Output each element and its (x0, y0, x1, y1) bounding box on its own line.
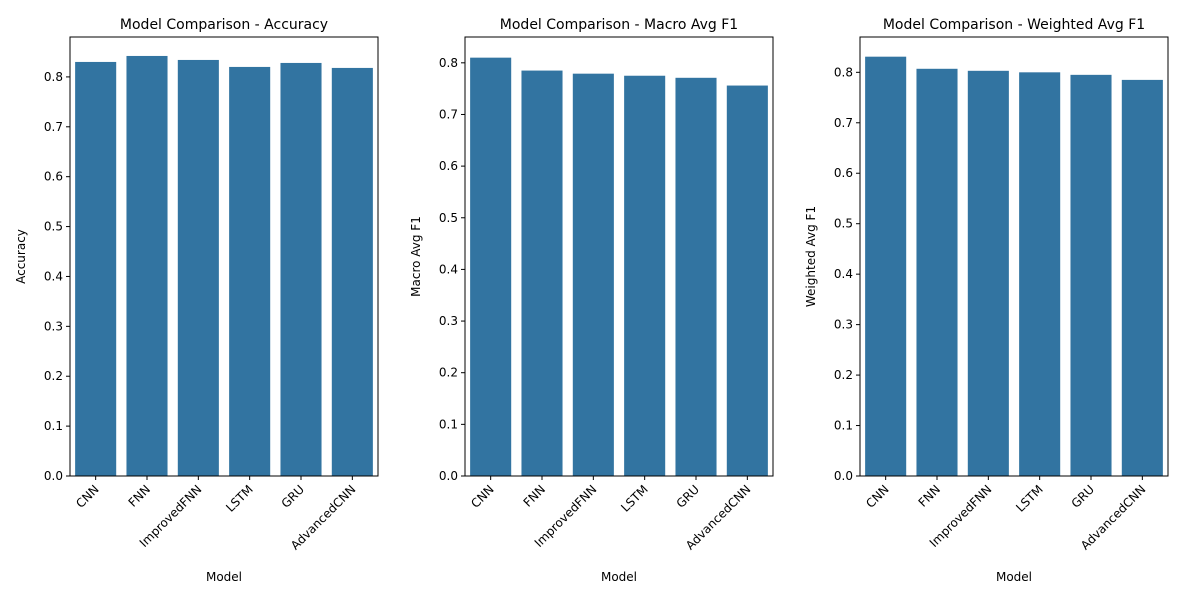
y-tick-label: 0.4 (834, 267, 853, 281)
y-tick-label: 0.0 (439, 469, 458, 483)
bar-improvedfnn (572, 73, 614, 477)
bar-gru (1070, 74, 1112, 477)
bar-gru (280, 62, 322, 476)
plot-frame (69, 36, 379, 477)
plot-frame (464, 36, 774, 477)
x-tick-label: GRU (279, 482, 308, 511)
y-tick-label: 0.6 (439, 159, 458, 173)
bar-advancedcnn (726, 85, 768, 477)
y-tick-label: 0.5 (439, 211, 458, 225)
x-tick-label: GRU (1069, 482, 1098, 511)
y-tick-label: 0.3 (439, 314, 458, 328)
y-tick-label: 0.8 (439, 56, 458, 70)
x-tick-label: FNN (916, 482, 943, 509)
bar-gru (675, 77, 717, 476)
bar-improvedfnn (967, 70, 1009, 476)
y-tick-label: 0.8 (44, 70, 63, 84)
bar-lstm (229, 66, 271, 476)
x-tick-label: FNN (521, 482, 548, 509)
y-tick-label: 0.7 (439, 107, 458, 121)
y-tick-label: 0.6 (834, 166, 853, 180)
x-tick-label: CNN (863, 482, 892, 511)
bar-lstm (1019, 72, 1061, 476)
plot-frame (859, 36, 1169, 477)
bar-lstm (624, 75, 666, 476)
y-tick-label: 0.2 (44, 369, 63, 383)
x-tick-label: LSTM (1013, 482, 1046, 515)
bar-improvedfnn (177, 59, 219, 477)
x-tick-label: GRU (674, 482, 703, 511)
y-axis-label: Accuracy (14, 229, 28, 284)
bar-advancedcnn (331, 67, 373, 477)
bar-cnn (865, 56, 907, 476)
bar-cnn (470, 57, 512, 477)
y-tick-label: 0.4 (439, 262, 458, 276)
x-tick-label: FNN (126, 482, 153, 509)
x-axis-label: Model (996, 570, 1032, 584)
x-tick-label: CNN (73, 482, 102, 511)
y-tick-label: 0.0 (44, 469, 63, 483)
y-tick-label: 0.2 (834, 368, 853, 382)
x-tick-label: CNN (468, 482, 497, 511)
x-axis-label: Model (206, 570, 242, 584)
bar-fnn (916, 68, 958, 476)
y-tick-label: 0.5 (834, 217, 853, 231)
y-tick-label: 0.1 (834, 419, 853, 433)
y-tick-label: 0.6 (44, 170, 63, 184)
x-tick-label: LSTM (618, 482, 651, 515)
y-tick-label: 0.0 (834, 469, 853, 483)
y-tick-label: 0.2 (439, 366, 458, 380)
y-tick-label: 0.8 (834, 65, 853, 79)
bar-cnn (75, 61, 117, 477)
y-tick-label: 0.1 (44, 419, 63, 433)
y-tick-label: 0.7 (44, 120, 63, 134)
y-tick-label: 0.3 (834, 318, 853, 332)
y-axis-label: Weighted Avg F1 (804, 206, 818, 307)
chart-title: Model Comparison - Weighted Avg F1 (883, 17, 1145, 33)
y-tick-label: 0.3 (44, 319, 63, 333)
chart-title: Model Comparison - Macro Avg F1 (500, 17, 738, 33)
bar-fnn (521, 70, 563, 476)
x-axis-label: Model (601, 570, 637, 584)
y-tick-label: 0.4 (44, 269, 63, 283)
y-tick-label: 0.5 (44, 220, 63, 234)
bar-fnn (126, 55, 168, 476)
y-tick-label: 0.1 (439, 417, 458, 431)
y-tick-label: 0.7 (834, 116, 853, 130)
x-tick-label: LSTM (223, 482, 256, 515)
y-axis-label: Macro Avg F1 (409, 216, 423, 297)
chart-title: Model Comparison - Accuracy (120, 17, 328, 33)
bar-advancedcnn (1121, 79, 1163, 476)
